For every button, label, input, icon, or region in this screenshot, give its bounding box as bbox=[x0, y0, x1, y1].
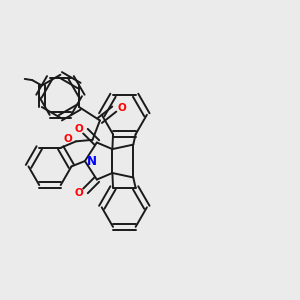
Text: O: O bbox=[64, 134, 73, 144]
Text: N: N bbox=[87, 154, 97, 167]
Text: O: O bbox=[74, 124, 83, 134]
Text: O: O bbox=[74, 188, 83, 198]
Text: O: O bbox=[117, 103, 126, 112]
